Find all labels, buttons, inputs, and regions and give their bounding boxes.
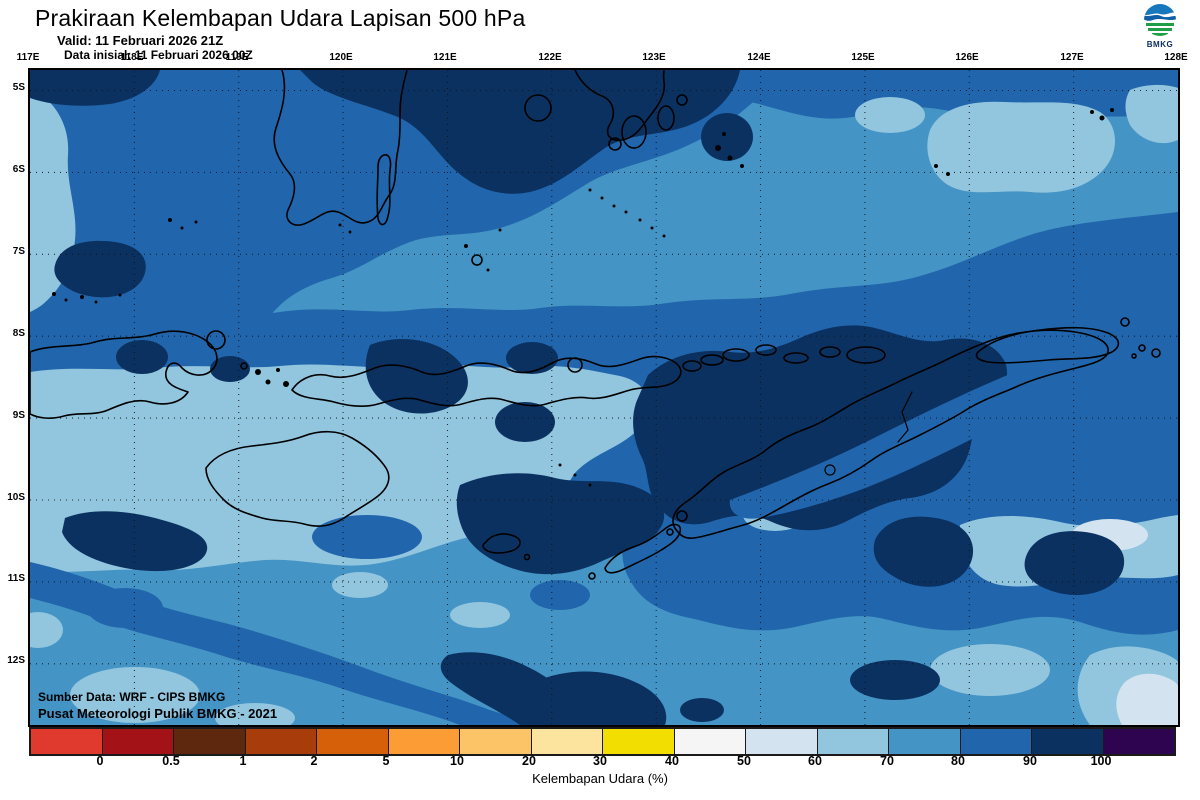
- issuer-line: Pusat Meteorologi Publik BMKG - 2021: [38, 706, 278, 721]
- humidity-colorbar: [29, 727, 1176, 756]
- y-tick-label: 6S: [12, 164, 25, 175]
- x-tick-label: 118E: [120, 52, 144, 63]
- contour-80-90-timor-stripe: [729, 358, 1107, 519]
- colorbar-segment: [245, 729, 317, 754]
- y-tick-label: 5S: [12, 82, 25, 93]
- colorbar-tick-label: 2: [310, 754, 318, 768]
- bmkg-logo: BMKG: [1138, 3, 1182, 49]
- colorbar-segment: [746, 729, 818, 754]
- colorbar-segment: [817, 729, 889, 754]
- x-tick-label: 122E: [538, 52, 562, 63]
- colorbar-segment: [889, 729, 961, 754]
- y-tick-label: 8S: [12, 328, 25, 339]
- contour-80-90-overlays: [30, 515, 590, 725]
- y-tick-label: 12S: [7, 655, 25, 666]
- x-tick-label: 124E: [747, 52, 771, 63]
- colorbar-tick-label: 1: [239, 754, 247, 768]
- page-title: Prakiraan Kelembapan Udara Lapisan 500 h…: [35, 5, 526, 31]
- contour-90-100-regions: [30, 70, 1125, 725]
- colorbar-tick-label: 70: [880, 754, 894, 768]
- x-tick-label: 127E: [1060, 52, 1084, 63]
- x-tick-label: 123E: [642, 52, 666, 63]
- colorbar-segment: [531, 729, 603, 754]
- valid-time-line: Valid: 11 Februari 2026 21Z: [57, 33, 224, 48]
- colorbar-segment: [317, 729, 389, 754]
- colorbar-segment: [1032, 729, 1104, 754]
- colorbar-segment: [460, 729, 532, 754]
- colorbar-tick-label: 10: [450, 754, 464, 768]
- colorbar-tick-label: 5: [382, 754, 390, 768]
- x-tick-label: 125E: [851, 52, 875, 63]
- colorbar-tick-label: 80: [951, 754, 965, 768]
- colorbar-segment: [1103, 729, 1174, 754]
- colorbar-segment: [102, 729, 174, 754]
- y-tick-label: 7S: [12, 246, 25, 257]
- colorbar-segment: [31, 729, 103, 754]
- x-tick-label: 126E: [955, 52, 979, 63]
- colorbar-tick-label: 0.5: [162, 754, 180, 768]
- data-source-line: Sumber Data: WRF - CIPS BMKG: [38, 690, 226, 704]
- colorbar-caption: Kelembapan Udara (%): [532, 771, 668, 786]
- colorbar-segment: [174, 729, 246, 754]
- colorbar-tick-label: 50: [737, 754, 751, 768]
- colorbar-segment: [960, 729, 1032, 754]
- colorbar-tick-label: 20: [522, 754, 536, 768]
- x-tick-label: 120E: [329, 52, 353, 63]
- x-tick-label: 119E: [225, 52, 249, 63]
- colorbar-tick-label: 90: [1023, 754, 1037, 768]
- bmkg-logo-icon: [1144, 4, 1176, 36]
- colorbar-tick-label: 0: [96, 754, 104, 768]
- y-tick-label: 11S: [7, 573, 25, 584]
- humidity-map: Sumber Data: WRF - CIPS BMKG Pusat Meteo…: [28, 68, 1180, 727]
- bmkg-logo-label: BMKG: [1146, 40, 1174, 49]
- y-tick-label: 9S: [12, 410, 25, 421]
- colorbar-segment: [388, 729, 460, 754]
- colorbar-tick-label: 30: [593, 754, 607, 768]
- coastlines: [30, 70, 1161, 580]
- x-tick-label: 128E: [1164, 52, 1188, 63]
- initial-time-line: Data inisial: 11 Februari 2026 00Z: [64, 48, 253, 62]
- x-tick-label: 121E: [433, 52, 457, 63]
- islet-specks: [52, 108, 1114, 487]
- colorbar-tick-label: 60: [808, 754, 822, 768]
- colorbar-segment: [603, 729, 675, 754]
- humidity-contour-map: [30, 70, 1178, 725]
- x-tick-label: 117E: [16, 52, 40, 63]
- colorbar-tick-label: 40: [665, 754, 679, 768]
- colorbar-tick-label: 100: [1090, 754, 1112, 768]
- colorbar-segment: [674, 729, 746, 754]
- y-tick-label: 10S: [7, 492, 25, 503]
